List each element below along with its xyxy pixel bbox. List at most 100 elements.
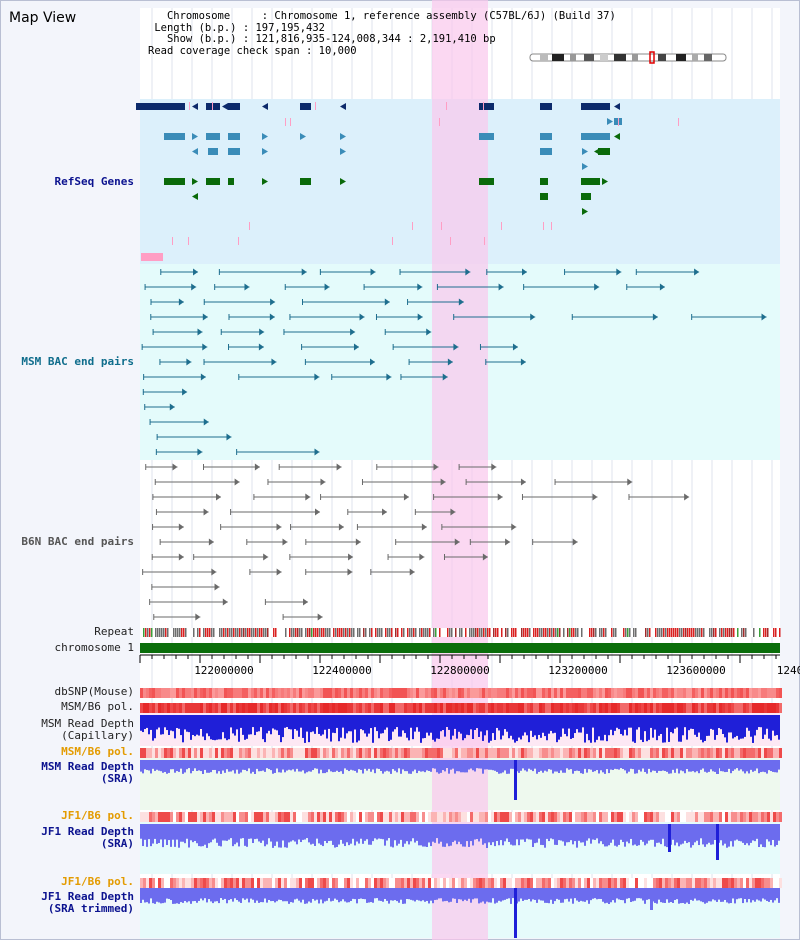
depth-bar [194, 760, 196, 769]
gene-arrow[interactable] [594, 148, 600, 155]
gene-block[interactable] [479, 133, 494, 140]
track-label-jf1-b6-pol-2[interactable]: JF1/B6 pol. [61, 875, 134, 888]
gene-block[interactable] [540, 103, 552, 110]
gene-block[interactable] [581, 103, 610, 110]
track-label-msm-b6-pol-2[interactable]: MSM/B6 pol. [61, 745, 134, 758]
gene-arrow[interactable] [262, 148, 268, 155]
gene-block[interactable] [164, 178, 185, 185]
gene-block[interactable] [164, 133, 185, 140]
gene-arrow[interactable] [192, 133, 198, 140]
refseq-gene-glyphs[interactable] [136, 102, 679, 261]
depth-bar [232, 760, 234, 771]
depth-bar [730, 888, 732, 904]
depth-bar [542, 888, 544, 901]
gene-block[interactable] [208, 148, 218, 155]
gene-block[interactable] [136, 103, 185, 110]
gene-block[interactable] [300, 103, 311, 110]
gene-block[interactable] [598, 148, 610, 155]
track-label-jf1-depth-sra-1[interactable]: JF1 Read Depth [41, 825, 134, 838]
track-label-b6n-bac[interactable]: B6N BAC end pairs [21, 535, 134, 548]
repeat-element [145, 628, 147, 637]
track-label-msm-bac[interactable]: MSM BAC end pairs [21, 355, 134, 368]
gene-arrow[interactable] [582, 208, 588, 215]
track-label-msm-depth-sra-1[interactable]: MSM Read Depth [41, 760, 134, 773]
heat-cell [695, 878, 698, 888]
gene-block[interactable] [581, 193, 591, 200]
gene-block[interactable] [581, 178, 600, 185]
heat-cell [755, 812, 758, 822]
heat-cell [167, 703, 170, 713]
heat-cell [557, 688, 560, 698]
track-label-jf1-b6-pol[interactable]: JF1/B6 pol. [61, 809, 134, 822]
gene-block[interactable] [479, 103, 494, 110]
gene-block[interactable] [228, 178, 234, 185]
gene-arrow[interactable] [192, 148, 198, 155]
depth-bar [188, 760, 190, 769]
heat-cell [269, 703, 272, 713]
gene-arrow[interactable] [582, 163, 588, 170]
depth-bar [342, 824, 344, 844]
read-depth-graphs[interactable] [140, 715, 780, 938]
gene-block[interactable] [228, 148, 240, 155]
gene-block[interactable] [540, 133, 552, 140]
pseudogene-block[interactable] [141, 253, 163, 261]
track-label-dbsnp[interactable]: dbSNP(Mouse) [54, 685, 134, 698]
gene-arrow[interactable] [340, 103, 346, 110]
depth-bar [564, 715, 566, 734]
depth-bar [248, 888, 250, 903]
depth-bar [356, 760, 358, 773]
gene-arrow[interactable] [262, 103, 268, 110]
gene-arrow[interactable] [340, 148, 346, 155]
gene-arrow[interactable] [340, 178, 346, 185]
gene-block[interactable] [228, 133, 240, 140]
polymorphism-heat-strips[interactable] [140, 688, 782, 888]
heat-cell [170, 812, 173, 822]
heat-cell [449, 812, 452, 822]
heat-cell [452, 878, 455, 888]
gene-block[interactable] [581, 133, 610, 140]
b6n-bac-glyphs[interactable] [142, 463, 690, 621]
repeat-track-bars[interactable] [140, 628, 781, 637]
depth-bar [474, 888, 476, 899]
gene-arrow[interactable] [300, 133, 306, 140]
gene-arrow[interactable] [582, 148, 588, 155]
track-label-refseq[interactable]: RefSeq Genes [54, 175, 134, 188]
gene-arrow[interactable] [262, 133, 268, 140]
gene-arrow[interactable] [340, 133, 346, 140]
gene-arrow[interactable] [192, 103, 198, 110]
track-label-msm-b6-pol[interactable]: MSM/B6 pol. [61, 700, 134, 713]
gene-block[interactable] [540, 193, 548, 200]
depth-bar [660, 760, 662, 772]
gene-arrow[interactable] [602, 178, 608, 185]
heat-cell [350, 812, 353, 822]
gene-block[interactable] [479, 178, 494, 185]
gene-block[interactable] [540, 148, 552, 155]
gene-arrow[interactable] [262, 178, 268, 185]
gene-block[interactable] [206, 133, 220, 140]
gene-arrow[interactable] [614, 133, 620, 140]
gene-arrow[interactable] [192, 178, 198, 185]
track-label-jf1-depth-trimmed-1[interactable]: JF1 Read Depth [41, 890, 134, 903]
gene-block[interactable] [206, 178, 220, 185]
gene-block[interactable] [228, 103, 240, 110]
depth-bar [666, 824, 668, 848]
gene-arrow[interactable] [192, 193, 198, 200]
depth-bar [660, 715, 662, 734]
gene-arrow[interactable] [614, 103, 620, 110]
chromosome-ideogram[interactable] [529, 51, 727, 64]
gene-block[interactable] [540, 178, 548, 185]
b6n-bac-pair-end-marker [491, 463, 497, 471]
track-label-msm-depth-capillary-1[interactable]: MSM Read Depth [41, 717, 134, 730]
heat-cell [317, 688, 320, 698]
heat-cell [470, 703, 473, 713]
msm-bac-glyphs[interactable] [141, 268, 767, 456]
gene-block[interactable] [300, 178, 311, 185]
gene-arrow[interactable] [222, 103, 228, 110]
depth-bar [404, 888, 406, 904]
heat-cell [728, 748, 731, 758]
track-label-repeat[interactable]: Repeat [94, 625, 134, 638]
depth-bar [668, 760, 670, 774]
gene-arrow[interactable] [607, 118, 613, 125]
selected-region-highlight[interactable] [432, 0, 488, 940]
